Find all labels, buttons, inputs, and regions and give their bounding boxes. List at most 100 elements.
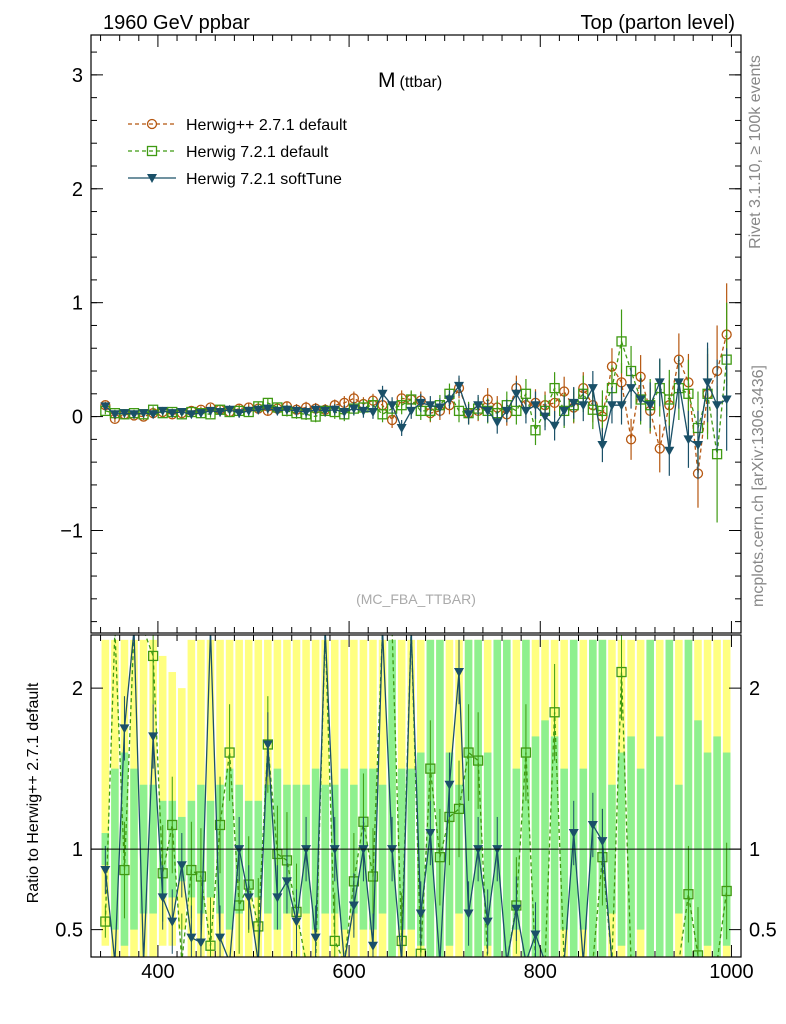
ratio-data-point (616, 666, 627, 678)
ratio-band-yellow (244, 639, 253, 957)
main-y-tick-label: 0 (72, 407, 83, 429)
data-point (616, 336, 627, 347)
main-series-layer (100, 283, 732, 523)
data-point (348, 404, 359, 414)
ratio-data-point (176, 861, 187, 871)
ratio-data-point (520, 747, 532, 758)
x-tick-label: 400 (141, 961, 174, 983)
ratio-data-point (119, 864, 130, 876)
main-y-tick-label: 1 (72, 293, 83, 315)
data-point (721, 395, 732, 405)
ratio-series-line (104, 635, 613, 957)
ratio-y-label: Ratio to Herwig++ 2.7.1 default (25, 682, 42, 903)
ratio-data-point (215, 933, 226, 943)
data-point (597, 441, 608, 451)
data-point (673, 378, 684, 388)
data-point (654, 443, 665, 454)
data-point (205, 406, 216, 416)
rivet-label: Rivet 3.1.10, ≥ 100k events (747, 55, 764, 249)
ratio-data-point (425, 829, 436, 839)
data-point (100, 402, 111, 412)
ratio-y-tick-label-right: 2 (749, 678, 760, 700)
ratio-frame (90, 634, 742, 958)
ratio-band-yellow (101, 639, 110, 946)
data-point (396, 400, 407, 411)
main-y-tick-label: −1 (60, 520, 83, 542)
data-point (463, 410, 474, 420)
header-right: Top (parton level) (580, 12, 735, 34)
data-point (540, 412, 551, 422)
ratio-data-point (272, 893, 283, 903)
x-tick-label: 1000 (709, 961, 754, 983)
ratio-data-point (195, 871, 207, 882)
data-point (129, 410, 140, 420)
ratio-band-green (436, 639, 444, 957)
data-point (224, 405, 235, 415)
ratio-y-tick-label: 1 (72, 839, 83, 861)
ratio-series-square (100, 635, 732, 957)
legend-marker (146, 118, 158, 130)
data-point (396, 423, 407, 433)
data-point (425, 401, 436, 411)
data-point (511, 389, 522, 399)
ratio-band-yellow (254, 639, 263, 957)
data-point (654, 378, 665, 388)
data-point (215, 408, 226, 418)
data-point (148, 410, 159, 420)
ratio-data-point (482, 917, 493, 927)
ratio-data-point (463, 747, 474, 758)
data-point (635, 395, 646, 405)
ratio-data-point (253, 921, 264, 932)
data-point (626, 384, 637, 394)
data-point (559, 406, 570, 416)
data-point (377, 389, 388, 399)
data-point (119, 409, 130, 419)
ratio-band-green (541, 720, 549, 957)
series-line (105, 338, 728, 455)
ratio-data-point (186, 933, 197, 943)
data-point (568, 398, 579, 408)
ratio-series-line (104, 635, 728, 957)
ratio-y-tick-label: 0.5 (55, 920, 83, 942)
data-point (186, 410, 197, 420)
data-point (329, 405, 340, 415)
ratio-y-tick-label: 2 (72, 678, 83, 700)
ratio-band-green (388, 639, 396, 957)
ratio-y-tick-label-right: 0.5 (749, 920, 777, 942)
data-point (549, 382, 560, 394)
ratio-data-point (157, 893, 168, 903)
x-tick-label: 800 (524, 961, 557, 983)
ratio-band-yellow (206, 639, 215, 957)
data-point (291, 406, 302, 416)
legend-marker (146, 145, 158, 157)
ratio-data-point (214, 819, 226, 831)
data-point (587, 384, 598, 394)
data-point (702, 378, 713, 388)
ratio-data-point (205, 940, 216, 951)
data-point (645, 401, 656, 411)
data-point (530, 425, 541, 436)
ratio-band-green (713, 736, 721, 957)
legend-marker (147, 174, 157, 183)
data-point (253, 405, 264, 415)
data-point (406, 406, 417, 416)
data-point (281, 405, 292, 415)
ratio-data-point (425, 763, 436, 774)
data-point (301, 408, 312, 418)
legend-label: Herwig++ 2.7.1 default (186, 117, 348, 134)
data-point (157, 406, 168, 416)
legend-label: Herwig 7.2.1 default (186, 144, 329, 161)
ratio-y-tick-label-right: 1 (749, 839, 760, 861)
ratio-data-point (463, 909, 474, 919)
data-point (520, 406, 531, 416)
data-point (167, 409, 178, 419)
ratio-band-green (503, 639, 511, 957)
ratio-data-point (568, 829, 579, 839)
ratio-data-point (453, 803, 465, 815)
data-point (415, 398, 426, 408)
ratio-band-green (598, 639, 607, 957)
ratio-data-point (434, 852, 446, 863)
ratio-data-point (329, 935, 340, 947)
ratio-data-point (587, 820, 598, 830)
